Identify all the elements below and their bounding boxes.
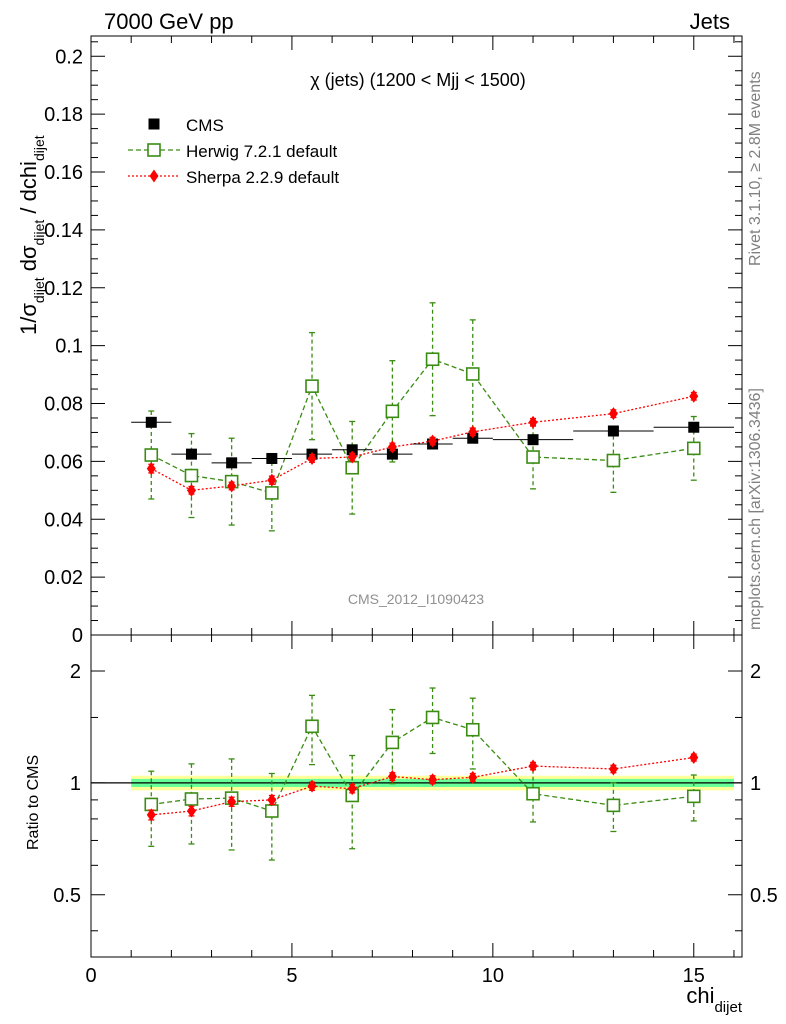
legend-sherpa-label: Sherpa 2.2.9 default [186,168,339,187]
legend-cms-marker [148,118,160,130]
ratio-herwig-point [265,804,279,818]
herwig-series-line [150,358,694,494]
ratio-herwig-point [686,789,701,804]
y-tick-label: 0.16 [44,162,83,184]
sherpa-point [608,407,618,421]
ratio-herwig-point [184,792,199,806]
ratio-sherpa-line [151,756,694,816]
ratio-sherpa-point [267,793,277,807]
legend-herwig-label: Herwig 7.2.1 default [186,142,337,161]
rivet-label: Rivet 3.1.10, ≥ 2.8M events [747,71,764,266]
ratio-sherpa-point [387,770,397,784]
y-axis-label: 1/σdijet dσdijet / dchidijet [16,135,47,335]
header-left-label: 7000 GeV pp [104,9,234,34]
x-tick-label: 5 [286,965,297,987]
ratio-sherpa-point [186,804,196,818]
y-tick-label: 0.02 [44,567,83,589]
analysis-id-label: CMS_2012_I1090423 [348,591,484,607]
ratio-sherpa-point [347,782,357,796]
ratio-y-tick-label: 2 [70,661,81,683]
cms-point [266,452,278,464]
sherpa-point [528,415,538,429]
ratio-sherpa-point [307,779,317,793]
sherpa-point [227,479,237,493]
x-tick-label: 15 [683,965,705,987]
sherpa-point [428,434,438,448]
sherpa-point [689,389,699,403]
cms-point [688,421,700,433]
herwig-point [265,486,279,500]
header-right-label: Jets [690,9,730,34]
sherpa-point [387,440,397,454]
herwig-point [184,468,199,483]
ratio-herwig-point [425,710,440,725]
ratio-herwig-point [305,719,319,734]
sherpa-point [186,483,196,497]
sherpa-point [347,450,357,464]
cms-point [346,444,358,456]
herwig-point [526,450,540,464]
herwig-point [465,367,480,381]
sherpa-series-line [150,395,694,491]
plot-title: χ (jets) (1200 < Mjj < 1500) [310,70,526,90]
mcplots-label: mcplots.cern.ch [arXiv:1306.3436] [747,388,764,630]
herwig-point [305,379,319,393]
sherpa-point [267,473,277,487]
y-tick-label: 0 [72,625,83,647]
y-tick-label: 0.06 [44,451,83,473]
ratio-sherpa-point [608,762,618,776]
sherpa-point [146,462,156,476]
cms-point [527,434,539,446]
cms-point [226,457,238,469]
ratio-sherpa-point [689,751,699,765]
ratio-y-tick-label-right: 2 [750,661,761,683]
ratio-plot-panel: 0.5 0.5 1 1 2 2 0 5 10 15 [53,634,778,987]
y-tick-label: 0.12 [44,278,83,300]
herwig-point [606,453,621,468]
ratio-sherpa-point [468,770,478,784]
legend-cms-label: CMS [186,116,224,135]
ratio-y-tick-label: 0.5 [53,885,81,907]
ratio-plot-frame [90,634,743,958]
herwig-point [345,460,360,475]
ratio-sherpa-point [428,773,438,787]
ratio-y-tick-label-right: 1 [750,773,761,795]
herwig-point [425,352,440,367]
ratio-herwig-point [465,722,480,737]
herwig-point [686,441,701,456]
ratio-y-axis-label: Ratio to CMS [25,755,42,850]
y-tick-label: 0.1 [55,336,83,358]
herwig-point [385,404,400,419]
x-tick-label: 0 [85,965,96,987]
ratio-herwig-point [385,735,400,750]
y-tick-label: 0.08 [44,394,83,416]
ratio-y-tick-label: 1 [70,773,81,795]
cms-point [185,448,197,460]
y-tick-label: 0.04 [44,509,83,531]
ratio-sherpa-point [227,795,237,809]
x-axis-label: chidijet [686,983,742,1016]
x-tick-label: 10 [482,965,504,987]
legend-herwig-marker [147,143,161,157]
y-tick-label: 0.2 [55,46,83,68]
herwig-point [144,448,159,462]
cms-point [145,416,157,428]
ratio-sherpa-point [146,808,156,822]
main-plot-panel: 0 0.02 0.04 0.06 0.08 0.1 0.12 0.14 0.16 0.18 0.2 χ… [44,35,743,647]
sherpa-point [468,425,478,439]
ratio-herwig-point [526,786,540,801]
y-tick-label: 0.14 [44,220,83,242]
sherpa-point [307,451,317,465]
ratio-sherpa-point [528,759,538,773]
cms-point [607,425,619,437]
cms-point [386,448,398,460]
y-tick-label: 0.18 [44,104,83,126]
ratio-herwig-point [606,798,621,813]
legend: CMS Herwig 7.2.1 default Sherpa 2.2.9 defa… [128,116,339,187]
ratio-y-tick-label-right: 0.5 [750,885,778,907]
legend-sherpa-marker [149,169,159,183]
